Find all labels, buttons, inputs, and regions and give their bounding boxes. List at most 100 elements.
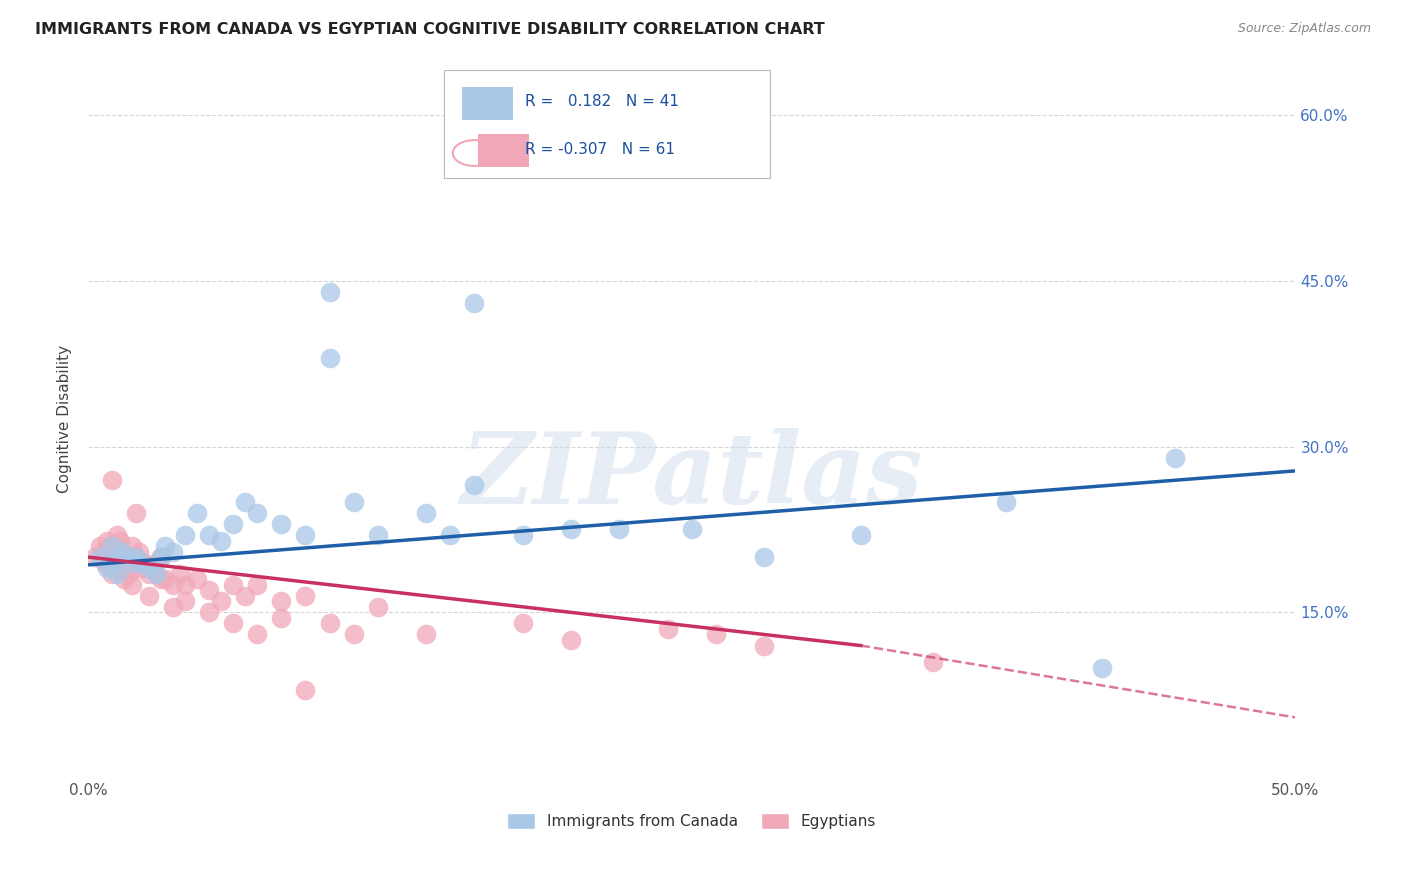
Point <box>463 295 485 310</box>
Point <box>101 539 124 553</box>
Point <box>121 556 143 570</box>
Point <box>270 516 292 531</box>
Point <box>84 550 107 565</box>
Point <box>149 550 172 565</box>
Point <box>149 572 172 586</box>
Point <box>111 544 134 558</box>
Point <box>149 550 172 565</box>
Point <box>112 556 135 570</box>
Point <box>609 523 631 537</box>
Point <box>233 589 256 603</box>
Point <box>222 516 245 531</box>
Point <box>118 566 141 581</box>
Point <box>96 561 118 575</box>
Point <box>169 566 191 581</box>
Point <box>145 556 167 570</box>
Point <box>1091 661 1114 675</box>
Point <box>101 539 124 553</box>
Point <box>145 566 167 581</box>
Point <box>129 561 152 575</box>
Point <box>125 550 148 565</box>
Point <box>173 594 195 608</box>
Point <box>162 544 184 558</box>
Point <box>994 495 1017 509</box>
Circle shape <box>453 140 496 166</box>
Point <box>657 622 679 636</box>
Point <box>512 528 534 542</box>
Point <box>294 682 316 697</box>
Point <box>112 572 135 586</box>
Point <box>173 528 195 542</box>
Point <box>294 528 316 542</box>
Point <box>318 351 340 365</box>
Point <box>122 556 145 570</box>
Point <box>155 539 177 553</box>
Point <box>439 528 461 542</box>
Point <box>186 572 208 586</box>
Point <box>105 556 128 570</box>
Point <box>849 528 872 542</box>
Point <box>343 495 366 509</box>
Point <box>222 616 245 631</box>
Point <box>367 528 389 542</box>
Point <box>128 544 150 558</box>
Point <box>104 550 127 565</box>
Point <box>155 572 177 586</box>
Point <box>512 616 534 631</box>
Point <box>294 589 316 603</box>
Point <box>222 578 245 592</box>
Point <box>105 528 128 542</box>
Point <box>115 550 138 565</box>
Point <box>270 611 292 625</box>
Point <box>198 528 221 542</box>
Text: Source: ZipAtlas.com: Source: ZipAtlas.com <box>1237 22 1371 36</box>
Point <box>96 533 118 548</box>
Point <box>101 473 124 487</box>
Point <box>173 578 195 592</box>
Point <box>142 561 165 575</box>
Point <box>463 478 485 492</box>
Point <box>246 506 269 520</box>
Point <box>560 523 582 537</box>
Point <box>198 606 221 620</box>
Point <box>115 550 138 565</box>
Text: IMMIGRANTS FROM CANADA VS EGYPTIAN COGNITIVE DISABILITY CORRELATION CHART: IMMIGRANTS FROM CANADA VS EGYPTIAN COGNI… <box>35 22 825 37</box>
Point <box>198 583 221 598</box>
Point <box>121 539 143 553</box>
Point <box>125 506 148 520</box>
Point <box>186 506 208 520</box>
Point <box>138 589 160 603</box>
Point <box>94 556 117 570</box>
Text: R =   0.182   N = 41: R = 0.182 N = 41 <box>526 94 679 109</box>
Point <box>121 578 143 592</box>
Text: ZIPatlas: ZIPatlas <box>461 428 922 524</box>
Point <box>367 599 389 614</box>
Point <box>560 633 582 648</box>
Point <box>681 523 703 537</box>
Point <box>1164 450 1187 465</box>
Point <box>318 616 340 631</box>
Point <box>704 627 727 641</box>
Point <box>111 561 134 575</box>
Point <box>98 550 121 565</box>
Point <box>754 639 776 653</box>
Point <box>138 566 160 581</box>
Point <box>91 544 114 558</box>
Y-axis label: Cognitive Disability: Cognitive Disability <box>58 345 72 493</box>
Point <box>105 566 128 581</box>
Point <box>415 506 437 520</box>
Point <box>138 561 160 575</box>
Point <box>922 655 945 669</box>
Point <box>270 594 292 608</box>
Point <box>246 627 269 641</box>
FancyBboxPatch shape <box>444 70 770 178</box>
Point <box>415 627 437 641</box>
Text: R = -0.307   N = 61: R = -0.307 N = 61 <box>526 142 675 157</box>
Point <box>209 533 232 548</box>
Point <box>101 556 124 570</box>
Point <box>89 539 111 553</box>
Point <box>101 566 124 581</box>
Point <box>233 495 256 509</box>
Legend: Immigrants from Canada, Egyptians: Immigrants from Canada, Egyptians <box>502 807 883 835</box>
Point <box>162 578 184 592</box>
